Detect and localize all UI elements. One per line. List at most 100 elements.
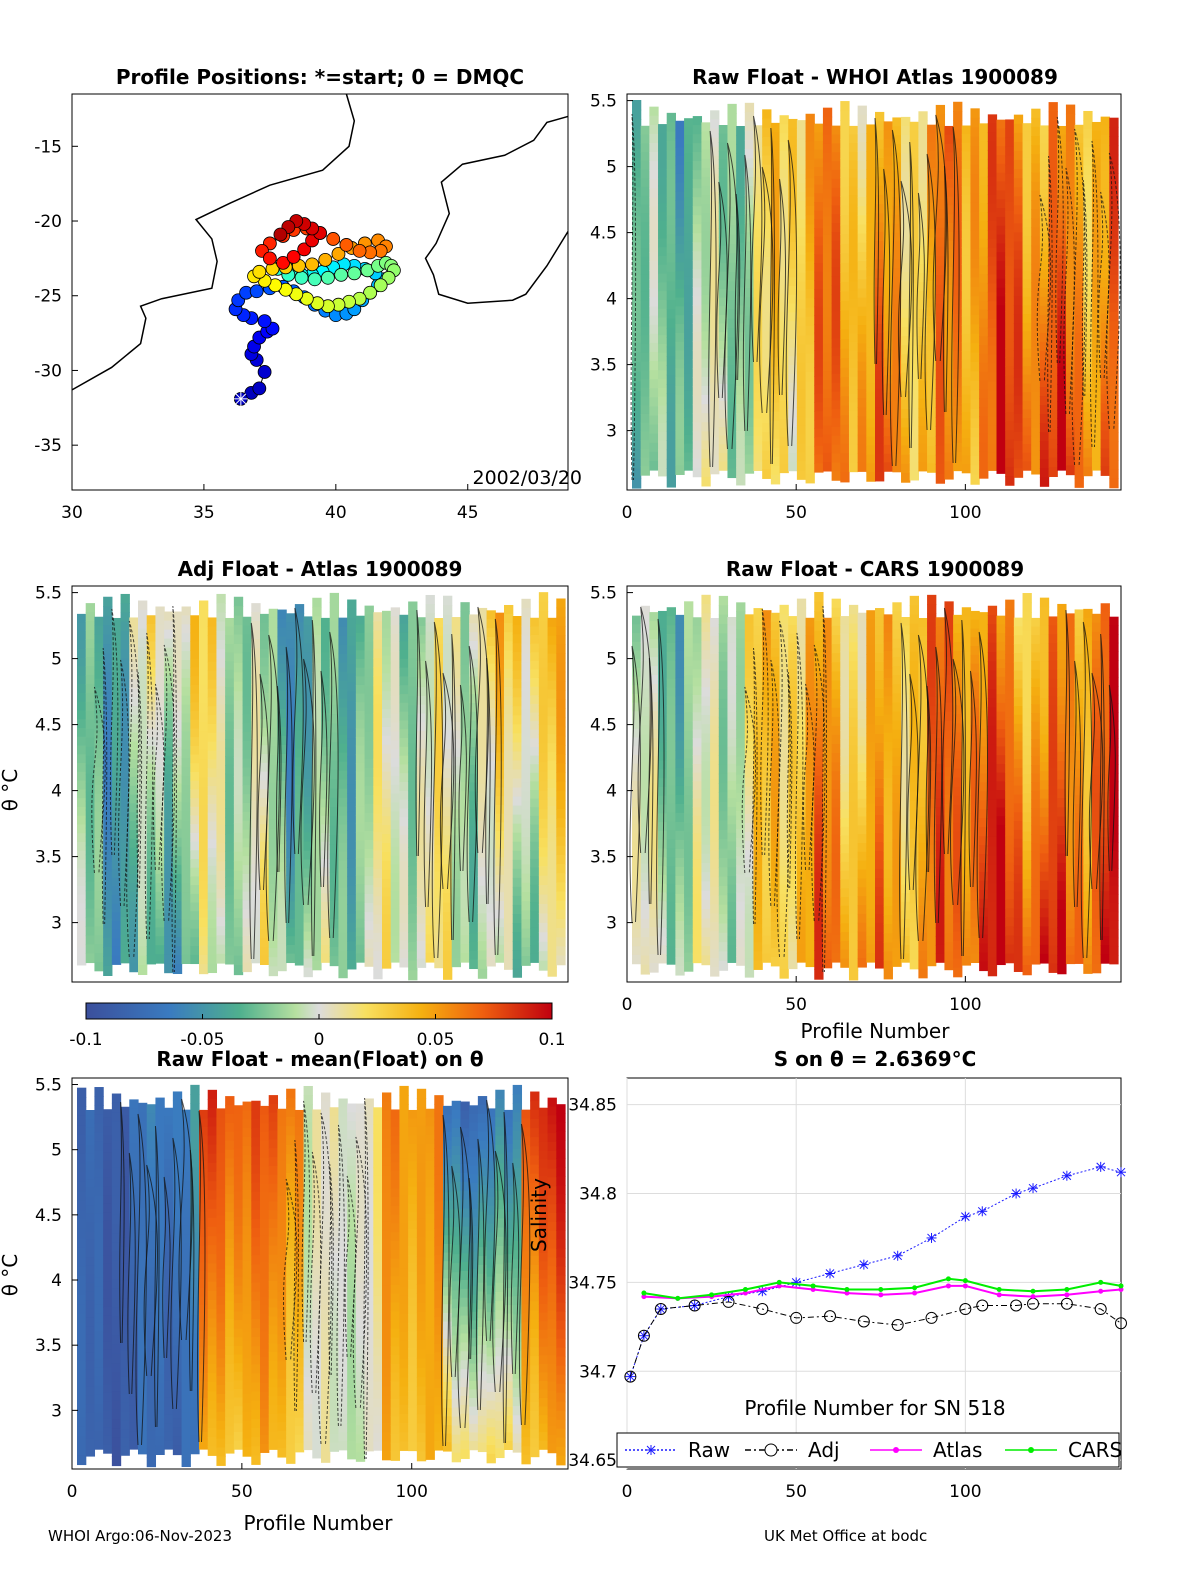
heatmap-cell	[251, 764, 261, 775]
heatmap-cell	[111, 704, 122, 714]
heatmap-cell	[970, 315, 980, 326]
heatmap-cell	[338, 851, 348, 862]
heatmap-cell	[242, 811, 252, 822]
heatmap-cell	[303, 670, 313, 681]
heatmap-cell	[199, 777, 209, 788]
heatmap-cell	[640, 835, 650, 846]
heatmap-cell	[979, 362, 989, 373]
heatmap-cell	[640, 808, 650, 819]
heatmap-cell	[892, 453, 902, 464]
heatmap-cell	[684, 795, 694, 806]
heatmap-cell	[814, 245, 824, 255]
heatmap-cell	[857, 352, 867, 363]
heatmap-cell	[796, 254, 807, 265]
heatmap-cell	[727, 365, 737, 376]
heatmap-cell	[434, 626, 444, 637]
heatmap-cell	[181, 624, 191, 634]
heatmap-cell	[649, 152, 659, 162]
heatmap-cell	[521, 873, 531, 884]
heatmap-cell	[649, 675, 659, 685]
heatmap-cell	[666, 140, 676, 151]
heatmap-cell	[1013, 169, 1024, 179]
heatmap-cell	[260, 701, 270, 711]
heatmap-cell	[944, 373, 954, 383]
heatmap-cell	[901, 199, 911, 209]
heatmap-cell	[987, 399, 998, 409]
heatmap-cell	[770, 375, 781, 386]
heatmap-cell	[701, 440, 711, 451]
heatmap-cell	[805, 150, 815, 161]
heatmap-cell	[666, 225, 676, 236]
heatmap-cell	[684, 206, 694, 216]
heatmap-cell	[770, 447, 781, 458]
heatmap-cell	[718, 237, 729, 247]
heatmap-cell	[469, 826, 479, 837]
heatmap-cell	[521, 635, 531, 646]
heatmap-cell	[658, 291, 668, 301]
heatmap-cell	[355, 875, 366, 885]
heatmap-raw-cars-title: Raw Float - CARS 1900089	[726, 557, 1024, 581]
heatmap-cell	[857, 261, 867, 271]
heatmap-cell	[666, 421, 676, 432]
heatmap-cell	[753, 358, 763, 368]
heatmap-cell	[753, 228, 763, 239]
heatmap-cell	[434, 888, 444, 899]
heatmap-contour-line	[951, 126, 960, 464]
heatmap-cell	[814, 123, 824, 133]
heatmap-cell	[321, 643, 331, 653]
heatmap-cell	[640, 422, 650, 433]
heatmap-cell	[294, 874, 305, 885]
heatmap-cell	[199, 619, 209, 630]
heatmap-cell	[103, 786, 113, 797]
heatmap-cell	[408, 866, 418, 877]
heatmap-cell	[805, 206, 815, 216]
heatmap-cell	[434, 679, 444, 689]
heatmap-cell	[1100, 304, 1110, 315]
heatmap-cell	[556, 680, 566, 691]
heatmap-cell	[512, 950, 523, 960]
heatmap-cell	[632, 468, 642, 479]
heatmap-cell	[321, 626, 331, 636]
heatmap-cell	[866, 329, 876, 340]
heatmap-cell	[953, 295, 963, 306]
heatmap-cell	[443, 854, 453, 865]
heatmap-cell	[164, 882, 174, 892]
heatmap-cell	[373, 850, 383, 861]
heatmap-cell	[111, 617, 122, 628]
heatmap-cell	[1065, 123, 1076, 133]
heatmap-cell	[111, 652, 122, 662]
heatmap-cell	[1057, 168, 1067, 179]
heatmap-cell	[684, 823, 694, 834]
heatmap-cell	[164, 764, 174, 775]
heatmap-cell	[796, 461, 807, 471]
heatmap-cell	[547, 761, 557, 771]
profile-position-marker	[326, 232, 341, 246]
heatmap-cell	[538, 611, 549, 622]
profile-position-marker	[363, 285, 378, 300]
heatmap-cell	[814, 419, 824, 430]
heatmap-cell	[233, 643, 244, 655]
heatmap-cell	[987, 354, 998, 365]
heatmap-cell	[451, 783, 462, 793]
heatmap-cell	[710, 164, 720, 175]
heatmap-cell	[181, 677, 191, 688]
heatmap-cell	[268, 948, 279, 958]
heatmap-cell	[953, 101, 963, 112]
heatmap-cell	[710, 146, 720, 157]
heatmap-cell	[347, 617, 357, 628]
heatmap-cell	[364, 957, 374, 967]
heatmap-cell	[460, 773, 470, 783]
heatmap-cell	[355, 953, 366, 963]
heatmap-cell	[640, 125, 650, 136]
heatmap-cell	[451, 852, 462, 863]
heatmap-cell	[883, 366, 893, 376]
heatmap-cell	[103, 776, 113, 787]
heatmap-cell	[556, 772, 566, 783]
heatmap-cell	[521, 928, 531, 939]
heatmap-cell	[225, 730, 235, 740]
heatmap-contour-line	[873, 117, 880, 365]
heatmap-cell	[1091, 461, 1102, 471]
heatmap-cell	[103, 729, 113, 740]
heatmap-cell	[146, 841, 157, 852]
heatmap-cell	[1013, 422, 1024, 433]
